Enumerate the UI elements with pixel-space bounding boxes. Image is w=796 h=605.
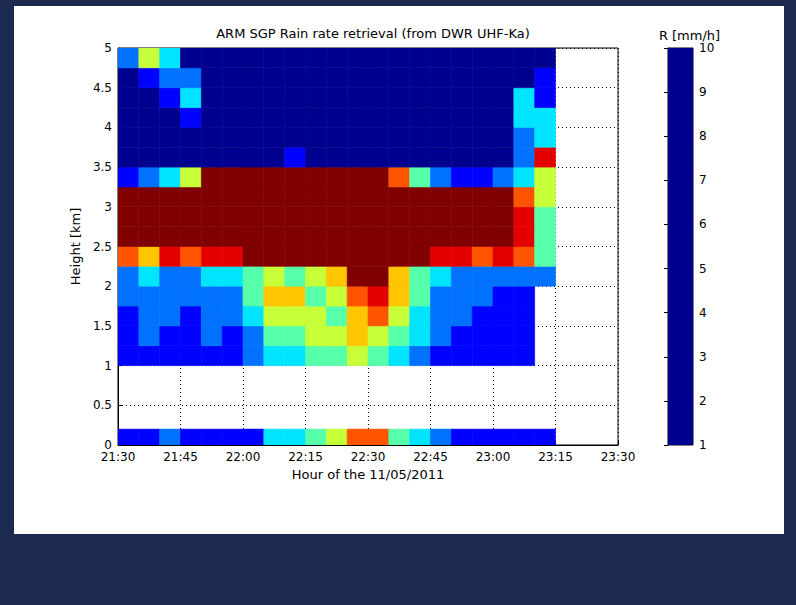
svg-text:3.5: 3.5 — [93, 160, 112, 174]
svg-text:21:30: 21:30 — [101, 450, 136, 464]
svg-text:21:45: 21:45 — [163, 450, 198, 464]
svg-text:4: 4 — [699, 306, 707, 320]
svg-text:R [mm/h]: R [mm/h] — [659, 28, 720, 43]
svg-text:9: 9 — [699, 85, 707, 99]
svg-text:23:30: 23:30 — [601, 450, 636, 464]
svg-text:Height [km]: Height [km] — [68, 208, 83, 285]
svg-text:1.5: 1.5 — [93, 319, 112, 333]
svg-text:ARM SGP Rain rate retrieval (f: ARM SGP Rain rate retrieval (from DWR UH… — [216, 26, 530, 41]
svg-text:22:30: 22:30 — [351, 450, 386, 464]
svg-text:0: 0 — [104, 438, 112, 452]
svg-text:5: 5 — [699, 262, 707, 276]
svg-text:23:15: 23:15 — [538, 450, 573, 464]
svg-text:3: 3 — [104, 200, 112, 214]
svg-text:22:15: 22:15 — [288, 450, 323, 464]
svg-text:7: 7 — [699, 173, 707, 187]
svg-text:Hour of the 11/05/2011: Hour of the 11/05/2011 — [292, 467, 445, 482]
svg-text:10: 10 — [699, 41, 714, 55]
svg-text:22:00: 22:00 — [226, 450, 261, 464]
svg-text:23:00: 23:00 — [476, 450, 511, 464]
svg-text:2.5: 2.5 — [93, 240, 112, 254]
svg-text:2: 2 — [104, 279, 112, 293]
svg-text:6: 6 — [699, 217, 707, 231]
svg-text:22:45: 22:45 — [413, 450, 448, 464]
svg-text:5: 5 — [104, 41, 112, 55]
svg-text:1: 1 — [699, 438, 707, 452]
svg-text:8: 8 — [699, 129, 707, 143]
svg-text:2: 2 — [699, 394, 707, 408]
svg-text:4.5: 4.5 — [93, 81, 112, 95]
svg-text:0.5: 0.5 — [93, 398, 112, 412]
svg-text:3: 3 — [699, 350, 707, 364]
svg-text:4: 4 — [104, 120, 112, 134]
svg-text:1: 1 — [104, 359, 112, 373]
